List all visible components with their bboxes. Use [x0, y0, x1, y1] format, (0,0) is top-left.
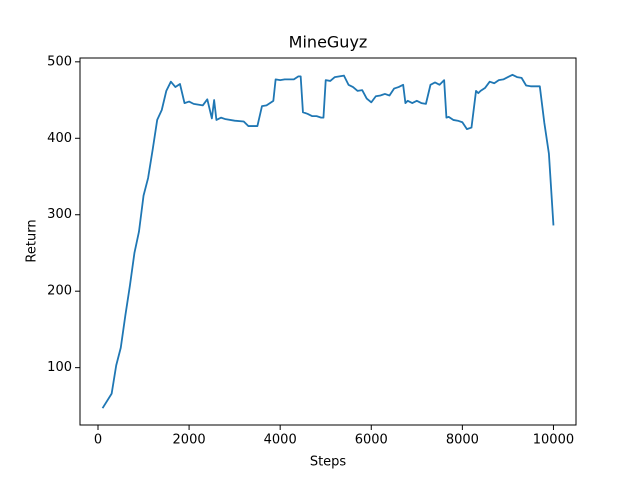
- plot-frame: [79, 57, 577, 426]
- line-series: [101, 73, 555, 409]
- chart-title: MineGuyz: [289, 33, 368, 52]
- y-axis-label: Return: [25, 219, 40, 262]
- y-tick-label: 200: [47, 284, 72, 299]
- y-tick-label: 400: [47, 131, 72, 146]
- x-tick-label: 4000: [264, 433, 297, 448]
- x-tick-label: 0: [94, 433, 102, 448]
- y-tick-label: 300: [47, 207, 72, 222]
- x-tick-label: 8000: [446, 433, 479, 448]
- y-tick-label: 100: [47, 360, 72, 375]
- x-tick-label: 2000: [173, 433, 206, 448]
- x-tick-label: 6000: [355, 433, 388, 448]
- x-tick-label: 10000: [533, 433, 574, 448]
- y-tick-label: 500: [47, 54, 72, 69]
- x-axis-label: Steps: [310, 455, 347, 470]
